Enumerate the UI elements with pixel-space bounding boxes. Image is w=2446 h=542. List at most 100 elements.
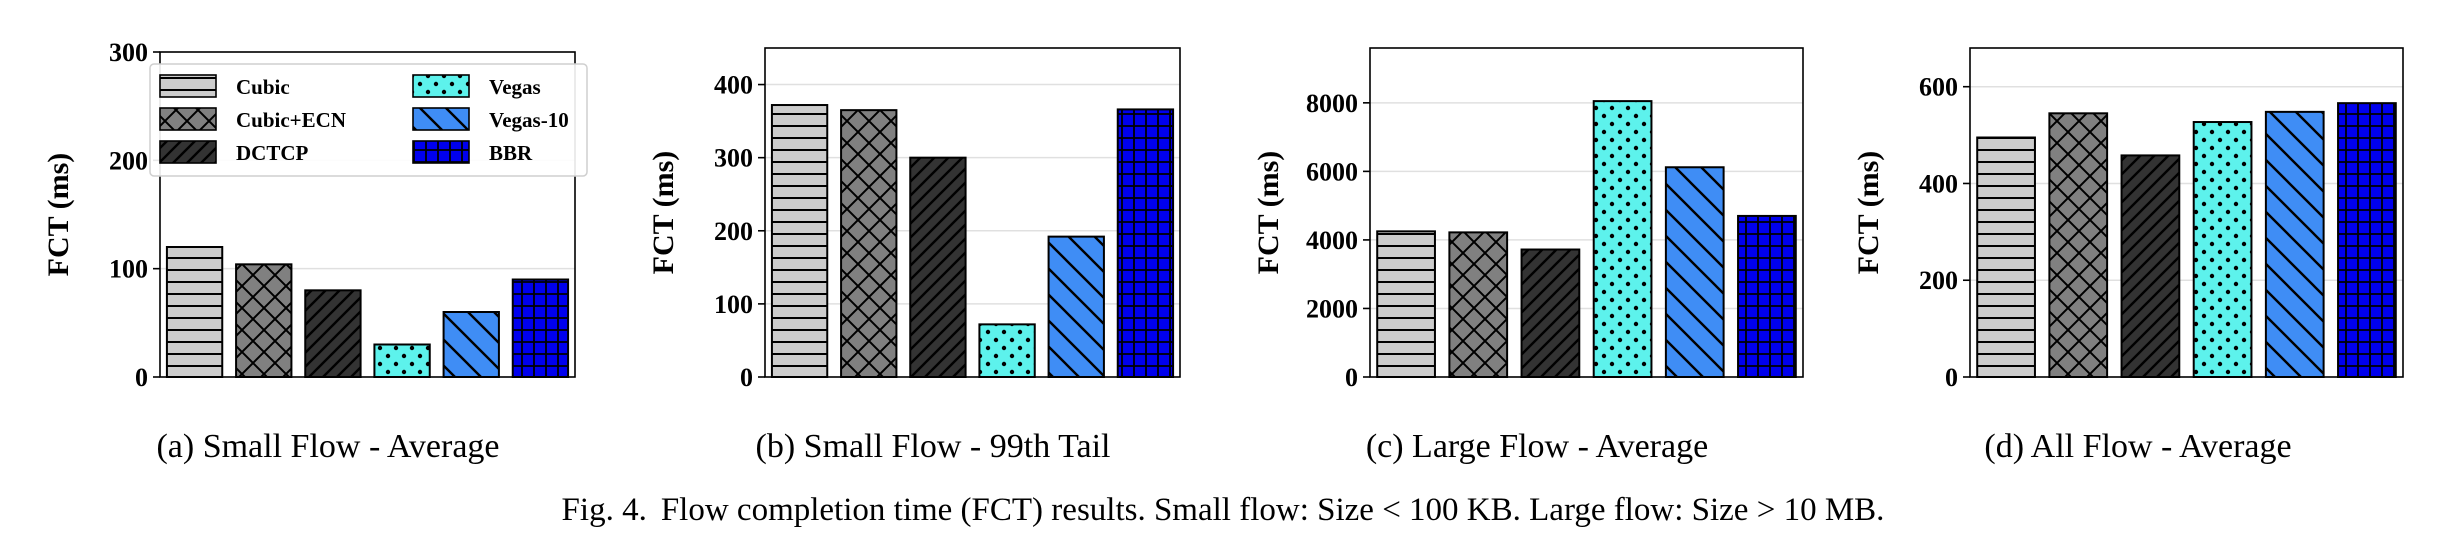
bar-vegas bbox=[978, 323, 1036, 378]
subcaption: (b) Small Flow - 99th Tail bbox=[756, 428, 1111, 465]
legend-label: DCTCP bbox=[236, 141, 309, 165]
bar-pattern bbox=[2337, 102, 2397, 378]
bar-pattern bbox=[2192, 121, 2253, 379]
y-tick-label: 300 bbox=[109, 38, 148, 67]
bar-pattern bbox=[1592, 100, 1653, 379]
bar-pattern bbox=[840, 109, 898, 379]
bar-cubic bbox=[165, 246, 224, 378]
legend-label: Cubic+ECN bbox=[236, 108, 346, 132]
bar-dctcp bbox=[909, 156, 967, 378]
bar-pattern bbox=[909, 156, 967, 378]
legend-swatch bbox=[412, 107, 470, 131]
y-tick-label: 200 bbox=[714, 217, 753, 246]
bar-pattern bbox=[1047, 235, 1105, 378]
subcaption: (a) Small Flow - Average bbox=[156, 428, 499, 465]
legend-label: Vegas-10 bbox=[489, 108, 569, 132]
figure-caption-text: Flow completion time (FCT) results. Smal… bbox=[661, 492, 1885, 528]
legend: Cubic Cubic+ECN DCTCP Vegas Vegas-10 BBR bbox=[149, 63, 588, 177]
bar-vegas bbox=[1592, 100, 1653, 379]
bar-pattern bbox=[1976, 136, 2036, 378]
bar-vegas-10 bbox=[442, 311, 500, 378]
legend-swatch bbox=[412, 74, 470, 98]
legend-swatch bbox=[412, 140, 470, 164]
bar-pattern bbox=[1448, 231, 1509, 378]
y-tick-label: 0 bbox=[135, 363, 148, 392]
bar-bbr bbox=[511, 278, 570, 378]
y-axis-label: FCT (ms) bbox=[647, 151, 680, 275]
bar-cubic-ecn bbox=[2048, 112, 2109, 379]
bar-pattern bbox=[1376, 230, 1436, 378]
bar-vegas-10 bbox=[1664, 166, 1725, 378]
bar-cubic-ecn bbox=[840, 109, 898, 379]
chart-panel-1: 0 100 200 300 FCT (ms) (a) Small Flow - Avera… bbox=[42, 38, 576, 465]
legend-item-vegas-10: Vegas-10 bbox=[412, 107, 569, 132]
chart-panel-4: 0 200 400 600 FCT (ms) (d) All Flow - Average bbox=[1852, 47, 2404, 465]
bar-bbr bbox=[1116, 108, 1175, 378]
bar-pattern bbox=[2120, 154, 2181, 378]
y-tick-label: 2000 bbox=[1306, 294, 1358, 323]
legend-item-cubic: Cubic bbox=[159, 74, 290, 99]
bar-vegas-10 bbox=[2264, 110, 2325, 378]
bar-pattern bbox=[770, 104, 829, 378]
bar-pattern bbox=[978, 323, 1036, 378]
plot-frame bbox=[764, 47, 1181, 378]
bar-pattern bbox=[2048, 112, 2109, 379]
legend-swatch bbox=[159, 107, 217, 131]
bar-pattern bbox=[235, 263, 293, 379]
bar-pattern bbox=[2264, 110, 2325, 378]
legend-item-vegas: Vegas bbox=[412, 74, 541, 99]
bar-cubic-ecn bbox=[235, 263, 293, 379]
plot-frame bbox=[1369, 47, 1804, 378]
y-tick-label: 0 bbox=[740, 363, 753, 392]
bar-pattern bbox=[1737, 214, 1797, 378]
y-tick-label: 0 bbox=[1945, 363, 1958, 392]
bar-cubic bbox=[770, 104, 829, 378]
plot-frame bbox=[1969, 47, 2404, 378]
legend-label: BBR bbox=[489, 141, 533, 165]
legend-label: Vegas bbox=[489, 75, 541, 99]
y-tick-label: 400 bbox=[1919, 169, 1958, 198]
y-tick-label: 0 bbox=[1345, 363, 1358, 392]
y-tick-label: 400 bbox=[714, 71, 753, 100]
y-axis-label: FCT (ms) bbox=[1252, 151, 1285, 275]
bar-cubic bbox=[1976, 136, 2036, 378]
legend-item-dctcp: DCTCP bbox=[159, 140, 309, 165]
bar-pattern bbox=[1520, 248, 1581, 378]
bar-pattern bbox=[511, 278, 570, 378]
plot-frame bbox=[159, 51, 576, 378]
subcaption: (d) All Flow - Average bbox=[1984, 428, 2291, 465]
bar-cubic-ecn bbox=[1448, 231, 1509, 378]
y-tick-label: 6000 bbox=[1306, 157, 1358, 186]
y-axis-label: FCT (ms) bbox=[42, 153, 75, 277]
legend-swatch bbox=[159, 74, 217, 98]
bar-vegas bbox=[373, 343, 431, 378]
legend-box bbox=[149, 63, 588, 177]
bar-cubic bbox=[1376, 230, 1436, 378]
figure-caption: Fig. 4. Flow completion time (FCT) result… bbox=[562, 492, 1885, 528]
y-tick-label: 4000 bbox=[1306, 226, 1358, 255]
legend-label: Cubic bbox=[236, 75, 290, 99]
bar-pattern bbox=[304, 289, 362, 379]
bar-bbr bbox=[1737, 214, 1797, 378]
subcaption: (c) Large Flow - Average bbox=[1366, 428, 1708, 465]
y-tick-label: 100 bbox=[714, 290, 753, 319]
bar-vegas-10 bbox=[1047, 235, 1105, 378]
bar-pattern bbox=[442, 311, 500, 378]
legend-swatch bbox=[159, 140, 217, 164]
chart-panel-2: 0 100 200 300 400 FCT (ms) (b) Small Flow - 99… bbox=[647, 47, 1181, 465]
y-tick-label: 600 bbox=[1919, 73, 1958, 102]
chart-panel-3: 0 2000 4000 6000 8000 FCT (ms) (c) Large Flow … bbox=[1252, 47, 1804, 465]
bar-dctcp bbox=[2120, 154, 2181, 378]
figure-label: Fig. 4. bbox=[562, 492, 647, 528]
bar-pattern bbox=[373, 343, 431, 378]
y-tick-label: 100 bbox=[109, 255, 148, 284]
legend-item-bbr: BBR bbox=[412, 140, 533, 165]
bar-vegas bbox=[2192, 121, 2253, 379]
bar-pattern bbox=[165, 246, 224, 378]
bar-dctcp bbox=[304, 289, 362, 379]
bar-dctcp bbox=[1520, 248, 1581, 378]
bar-pattern bbox=[1664, 166, 1725, 378]
bar-pattern bbox=[1116, 108, 1175, 378]
bar-bbr bbox=[2337, 102, 2397, 378]
